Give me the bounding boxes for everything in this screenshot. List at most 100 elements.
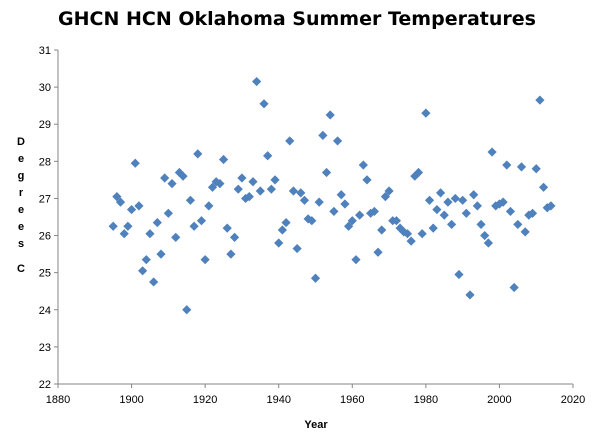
x-tick-label: 1940 [266, 394, 290, 406]
data-points [108, 76, 556, 315]
data-point [196, 216, 207, 226]
x-tick-label: 1920 [193, 394, 217, 406]
data-point [524, 210, 534, 220]
y-tick-label: 28 [39, 156, 51, 168]
data-point [369, 206, 379, 217]
data-point [516, 162, 527, 172]
data-point [531, 164, 541, 174]
data-point [281, 217, 291, 228]
data-point [336, 190, 346, 200]
data-point [248, 177, 258, 187]
data-point [362, 175, 372, 185]
data-point [314, 197, 324, 207]
y-tick-label: 24 [39, 305, 51, 317]
data-point [377, 225, 387, 235]
data-point [395, 223, 405, 233]
data-point [458, 195, 468, 205]
data-point [138, 266, 148, 276]
data-point [332, 136, 343, 146]
data-point [380, 191, 390, 202]
data-point [310, 273, 321, 283]
y-axis-label-letter: D [17, 136, 25, 148]
data-point [366, 208, 376, 218]
data-point [119, 229, 129, 239]
data-point [193, 149, 203, 159]
data-point [215, 179, 225, 189]
data-point [171, 232, 181, 243]
data-point [182, 305, 192, 315]
data-point [226, 249, 236, 259]
data-point [469, 190, 479, 200]
data-point [325, 110, 335, 120]
data-point [108, 221, 118, 231]
data-point [454, 269, 464, 280]
data-point [285, 136, 295, 146]
data-point [358, 160, 368, 170]
x-axis-label: Year [304, 419, 328, 431]
data-point [447, 219, 457, 230]
data-point [351, 255, 361, 265]
data-point [126, 204, 137, 215]
data-point [546, 201, 556, 211]
x-tick-label: 1960 [340, 394, 364, 406]
data-point [299, 195, 310, 205]
data-point [535, 95, 545, 105]
data-point [487, 147, 497, 157]
data-point [472, 201, 482, 211]
data-point [428, 223, 438, 233]
data-point [145, 229, 155, 239]
y-tick-label: 30 [39, 82, 51, 94]
y-axis-label-letter: s [17, 238, 25, 251]
data-point [461, 208, 471, 218]
data-point [435, 188, 446, 198]
data-point [189, 221, 199, 231]
data-point [417, 229, 427, 239]
data-point [160, 173, 170, 183]
y-axis-label-letter: e [17, 221, 25, 234]
data-point [244, 191, 254, 202]
data-point [112, 191, 122, 202]
data-point [156, 249, 166, 259]
data-point [321, 167, 332, 178]
data-point [204, 201, 214, 211]
data-point [402, 229, 413, 239]
data-point [421, 108, 431, 118]
data-point [502, 160, 512, 170]
data-point [509, 282, 519, 293]
data-point [178, 171, 188, 181]
y-axis-label-letter: e [17, 153, 25, 166]
data-point [134, 201, 144, 211]
data-point [233, 184, 243, 194]
data-point [200, 255, 210, 265]
y-ticks: 22 23 24 25 26 27 28 29 30 31 [39, 45, 58, 391]
data-point [266, 184, 276, 194]
data-point [329, 206, 339, 217]
data-point [163, 208, 173, 218]
data-point [527, 208, 538, 218]
data-point [480, 230, 490, 241]
data-point [270, 175, 280, 185]
data-point [167, 179, 177, 189]
data-point [498, 197, 508, 207]
x-tick-label: 2000 [487, 394, 511, 406]
data-point [255, 186, 265, 196]
data-point [222, 223, 232, 233]
x-tick-label: 1900 [119, 394, 143, 406]
data-point [288, 186, 299, 196]
data-point [355, 210, 365, 220]
x-tick-label: 2020 [561, 394, 585, 406]
data-point [406, 236, 416, 246]
data-point [318, 130, 328, 140]
data-point [465, 290, 475, 300]
x-tick-label: 1980 [414, 394, 438, 406]
data-point [274, 238, 284, 248]
y-axis-label-letter: C [17, 263, 25, 276]
data-point [432, 204, 442, 215]
data-point [130, 158, 140, 168]
data-point [424, 195, 435, 205]
data-point [292, 243, 302, 254]
data-point [115, 197, 126, 207]
y-tick-label: 27 [39, 193, 51, 205]
y-axis-label-letter: e [17, 204, 25, 217]
data-point [259, 99, 269, 109]
